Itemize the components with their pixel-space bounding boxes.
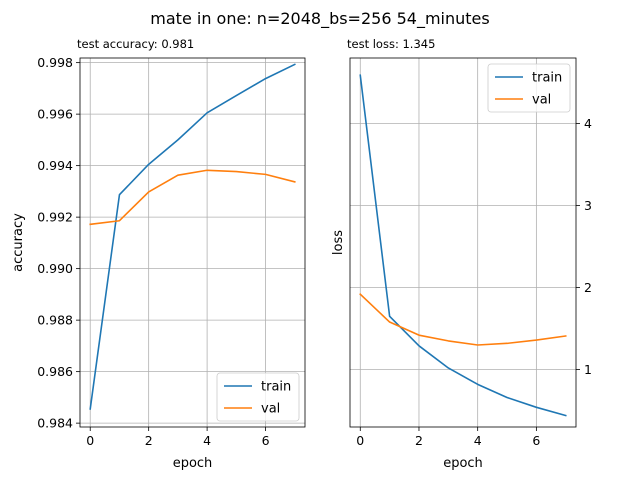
legend-box [487,63,571,113]
y-tick-label: 0.990 [37,261,73,276]
y-tick-label: 0.986 [37,364,73,379]
x-tick-label: 0 [356,433,364,448]
x-tick-label: 4 [203,433,211,448]
legend-label-val: val [532,93,551,108]
y-tick-label: 1 [584,362,592,377]
axes-frame [349,57,577,428]
loss-chart: 0 2 4 6 1 2 3 4 test loss: 1.345 epoch loss train va… [331,37,592,471]
legend: train val [216,372,300,422]
x-tick-label: 2 [145,433,153,448]
accuracy-chart: 0 2 4 6 0.984 0.986 0.988 0.990 0.992 0.994 0.996 0… [11,37,306,471]
series-line-val [89,169,296,226]
x-axis-label: epoch [443,456,483,471]
y-tick-label: 0.996 [37,107,73,122]
y-tick-label: 0.994 [37,158,73,173]
y-axis-label: accuracy [11,213,26,272]
x-tick-label: 6 [262,433,270,448]
legend: train val [487,63,571,113]
x-axis-label: epoch [173,456,213,471]
legend-label-train: train [261,380,291,395]
x-tick-label: 2 [415,433,423,448]
legend-label-val: val [261,402,280,417]
subplot-title: test accuracy: 0.981 [77,37,194,51]
y-tick-label: 0.998 [37,55,73,70]
series-line-train [359,74,567,417]
subplots: 0 2 4 6 0.984 0.986 0.988 0.990 0.992 0.994 0.996 0… [11,37,592,471]
series-group [89,63,296,410]
x-tick-label: 0 [86,433,94,448]
figure-title: mate in one: n=2048_bs=256 54_minutes [150,9,489,29]
x-tick-label: 6 [532,433,540,448]
axes-frame [79,57,306,428]
legend-box [216,372,300,422]
series-line-val [359,293,567,346]
y-tick-label: 0.984 [37,416,73,431]
y-tick-label: 0.992 [37,210,73,225]
y-tick-label: 3 [584,198,592,213]
x-tick-label: 4 [474,433,482,448]
y-axis-label: loss [331,230,346,255]
y-tick-label: 0.988 [37,313,73,328]
legend-label-train: train [532,71,562,86]
y-tick-label: 2 [584,280,592,295]
y-tick-label: 4 [584,116,592,131]
subplot-title: test loss: 1.345 [347,37,435,51]
series-line-train [89,63,296,410]
series-group [359,74,567,417]
